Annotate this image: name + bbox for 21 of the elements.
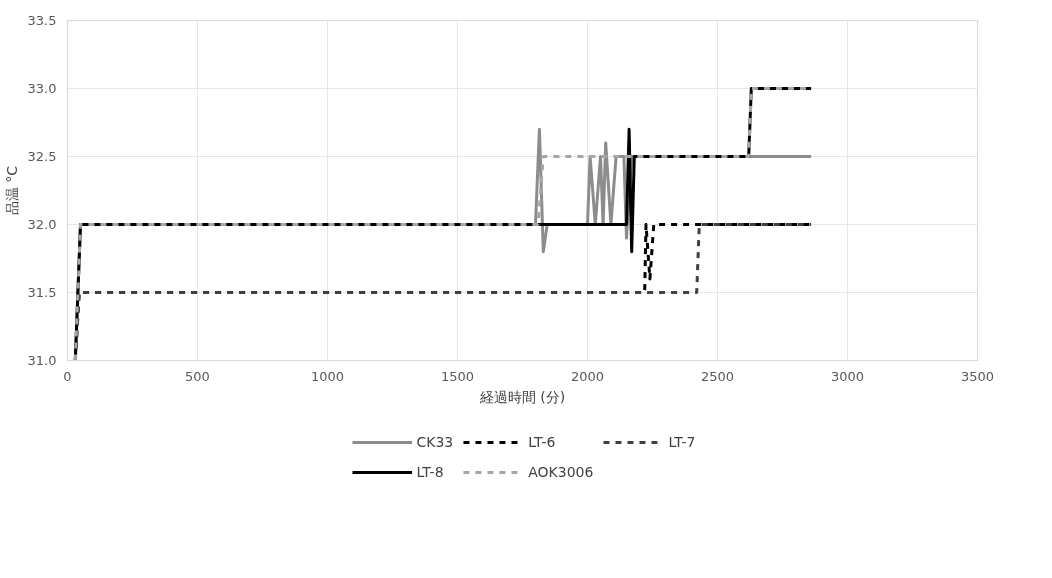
x-tick-label: 500 (185, 368, 210, 384)
x-tick-label: 3000 (830, 368, 865, 384)
y-tick-label: 31.5 (27, 285, 57, 300)
y-tick-label: 32.0 (27, 217, 57, 232)
y-tick-label: 32.5 (27, 149, 57, 164)
y-tick-label: 31.0 (27, 353, 57, 368)
x-tick-label: 1500 (440, 368, 475, 384)
legend-label: LT-8 (416, 464, 444, 480)
y-tick-label: 33.5 (27, 13, 57, 28)
legend-label: CK33 (416, 434, 454, 450)
legend-label: AOK3006 (528, 464, 594, 480)
x-tick-label: 3500 (960, 368, 995, 384)
x-tick-label: 0 (63, 368, 72, 384)
x-tick-label: 2500 (700, 368, 735, 384)
legend-label: LT-7 (668, 434, 696, 450)
x-axis-title: 経過時間 (分) (478, 388, 566, 405)
y-tick-label: 33.0 (27, 81, 57, 96)
y-axis-title: 品温 °C (3, 165, 20, 216)
x-tick-label: 2000 (570, 368, 605, 384)
x-tick-label: 1000 (310, 368, 345, 384)
legend-label: LT-6 (528, 434, 556, 450)
